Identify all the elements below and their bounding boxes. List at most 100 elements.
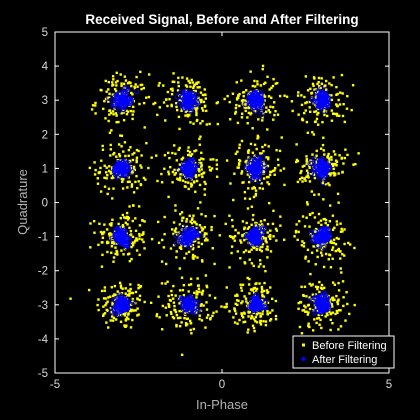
point-after-filtering (177, 90, 184, 96)
point-before-filtering (324, 315, 327, 318)
point-after-filtering (251, 171, 257, 177)
point-after-filtering (181, 90, 188, 96)
point-before-filtering (158, 106, 162, 109)
point-before-filtering (126, 218, 130, 221)
series-after-filtering (106, 85, 333, 317)
point-before-filtering (178, 223, 182, 226)
point-before-filtering (342, 304, 345, 308)
point-before-filtering (135, 249, 139, 252)
point-after-filtering (123, 235, 129, 242)
point-before-filtering (125, 232, 128, 235)
point-before-filtering (321, 242, 324, 246)
point-before-filtering (108, 165, 111, 168)
point-before-filtering (316, 158, 319, 162)
point-before-filtering (348, 243, 352, 246)
point-before-filtering (112, 256, 116, 259)
point-before-filtering (261, 170, 265, 174)
point-before-filtering (316, 243, 320, 246)
point-before-filtering (301, 215, 305, 218)
point-before-filtering (210, 225, 213, 229)
point-before-filtering (330, 109, 333, 112)
point-after-filtering (252, 91, 258, 98)
point-after-filtering (112, 304, 119, 310)
point-before-filtering (231, 225, 234, 228)
point-before-filtering (241, 316, 245, 319)
point-before-filtering (88, 166, 92, 170)
point-before-filtering (259, 319, 262, 323)
point-before-filtering (106, 192, 109, 196)
point-before-filtering (309, 272, 312, 276)
point-before-filtering (208, 294, 211, 297)
point-before-filtering (276, 158, 280, 161)
point-before-filtering (213, 262, 216, 266)
point-before-filtering (302, 294, 305, 298)
point-before-filtering (111, 174, 115, 178)
point-after-filtering (320, 232, 326, 239)
point-before-filtering (179, 316, 182, 320)
point-before-filtering (131, 117, 134, 121)
point-before-filtering (100, 265, 104, 268)
point-before-filtering (339, 230, 343, 233)
point-before-filtering (116, 253, 119, 256)
point-before-filtering (198, 231, 202, 234)
point-before-filtering (264, 110, 268, 113)
point-before-filtering (247, 156, 250, 159)
point-before-filtering (237, 166, 240, 169)
point-before-filtering (187, 79, 190, 83)
point-before-filtering (205, 237, 208, 240)
point-before-filtering (300, 176, 304, 179)
point-before-filtering (212, 158, 215, 161)
point-before-filtering (105, 90, 108, 93)
point-before-filtering (189, 328, 192, 332)
point-before-filtering (320, 82, 324, 85)
point-before-filtering (270, 96, 273, 99)
point-after-filtering (248, 235, 255, 242)
point-before-filtering (343, 120, 346, 124)
point-before-filtering (172, 284, 175, 288)
point-before-filtering (307, 324, 310, 328)
y-tick-label: 3 (42, 95, 48, 107)
point-before-filtering (134, 180, 137, 184)
point-before-filtering (156, 113, 159, 117)
point-before-filtering (255, 245, 258, 249)
point-after-filtering (123, 297, 130, 304)
point-before-filtering (203, 193, 207, 196)
point-before-filtering (353, 303, 356, 307)
point-before-filtering (321, 287, 324, 290)
point-before-filtering (111, 241, 114, 245)
point-before-filtering (198, 317, 201, 321)
point-before-filtering (263, 99, 266, 102)
point-before-filtering (111, 303, 114, 306)
point-before-filtering (317, 221, 320, 224)
point-before-filtering (330, 158, 333, 161)
point-before-filtering (336, 92, 339, 96)
point-before-filtering (271, 309, 274, 312)
point-before-filtering (197, 237, 200, 240)
point-before-filtering (104, 171, 108, 174)
point-before-filtering (108, 92, 111, 96)
point-before-filtering (203, 180, 206, 184)
point-before-filtering (160, 282, 164, 285)
point-before-filtering (314, 263, 317, 266)
point-before-filtering (125, 215, 129, 219)
point-after-filtering (120, 90, 127, 96)
point-before-filtering (108, 131, 112, 134)
point-before-filtering (311, 153, 314, 156)
point-before-filtering (322, 265, 326, 269)
point-before-filtering (176, 169, 179, 172)
point-before-filtering (274, 317, 278, 321)
point-before-filtering (330, 83, 333, 87)
point-after-filtering (315, 173, 322, 180)
point-before-filtering (131, 297, 135, 301)
point-after-filtering (130, 299, 136, 306)
point-before-filtering (243, 191, 247, 194)
point-before-filtering (303, 95, 306, 99)
point-before-filtering (272, 118, 275, 121)
point-before-filtering (105, 241, 109, 245)
point-before-filtering (241, 234, 244, 238)
point-before-filtering (117, 143, 121, 146)
point-before-filtering (190, 78, 193, 82)
point-after-filtering (313, 163, 319, 170)
point-before-filtering (332, 112, 335, 116)
point-before-filtering (233, 239, 236, 242)
